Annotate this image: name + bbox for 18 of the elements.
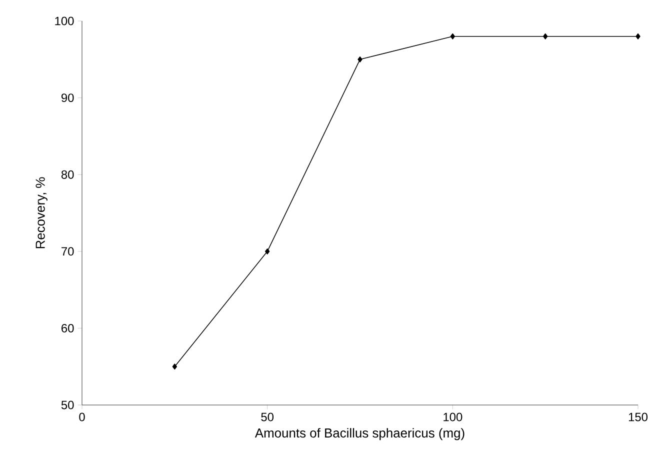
y-tick-label: 100: [55, 16, 74, 26]
point: [450, 33, 456, 40]
x-tick-label: 100: [444, 412, 462, 422]
x-tick-label: 150: [628, 412, 648, 422]
x-tick-label: 50: [261, 412, 274, 422]
point: [172, 364, 178, 370]
y-tick-label: 80: [61, 170, 74, 179]
y-tick-label: 50: [61, 400, 74, 410]
y-tick-label: 90: [61, 94, 74, 102]
x-axis-title: Amounts of Bacillus sphaericus (mg): [254, 428, 464, 440]
point: [636, 33, 640, 40]
point: [358, 56, 362, 62]
point: [542, 33, 548, 40]
y-axis-title: Recovery, %: [36, 177, 48, 248]
x-tick-label: 0: [79, 412, 85, 422]
y-tick-label: 60: [62, 324, 74, 332]
point: [264, 248, 270, 254]
y-tick-label: 70: [62, 247, 74, 256]
